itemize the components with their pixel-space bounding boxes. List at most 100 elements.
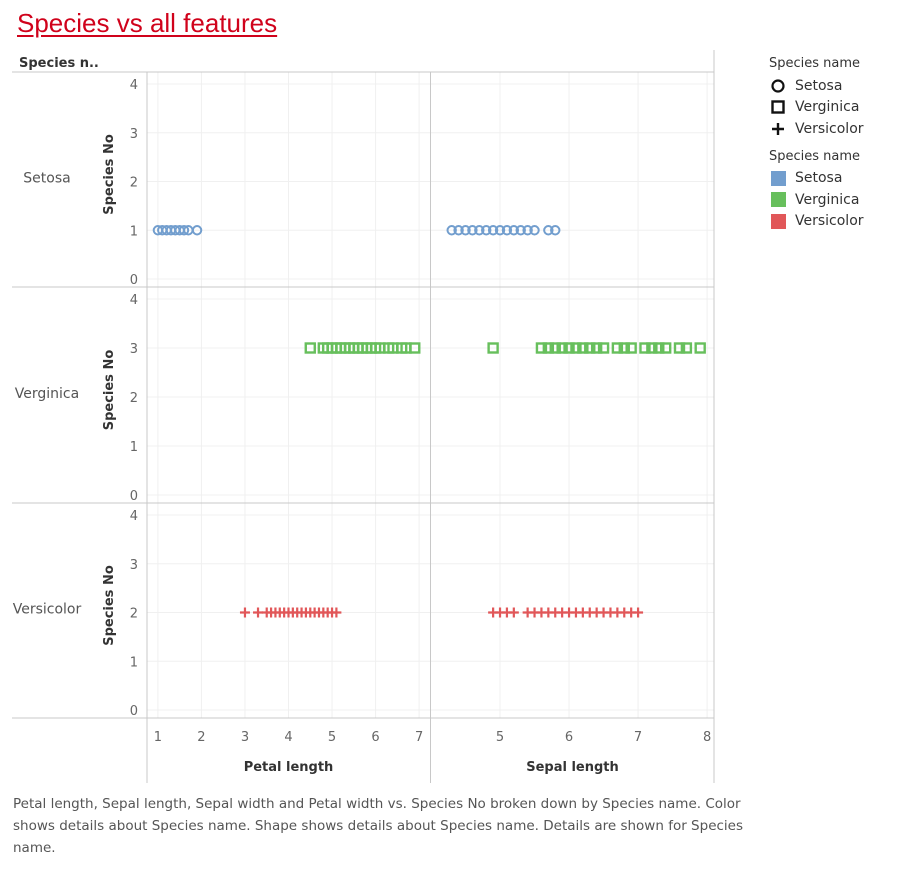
- point-verginica[interactable]: [639, 342, 651, 354]
- x-tick-label: 6: [565, 730, 573, 745]
- square-icon: [769, 99, 787, 115]
- y-tick-label: 2: [130, 607, 138, 622]
- row-label-setosa[interactable]: Setosa: [23, 171, 70, 187]
- color-legend-label: Setosa: [795, 170, 843, 187]
- point-setosa[interactable]: [446, 225, 457, 236]
- x-tick-label: 7: [634, 730, 642, 745]
- label-layer: Setosa Species No 0 1 2 3 4 Verginica Species No…: [13, 78, 712, 775]
- x-tick-label: 3: [241, 730, 249, 745]
- point-verginica[interactable]: [646, 342, 658, 354]
- shape-legend[interactable]: Species name Setosa Verginica Versicolor: [769, 56, 864, 140]
- point-verginica[interactable]: [625, 342, 637, 354]
- point-setosa[interactable]: [550, 225, 561, 236]
- shape-legend-label: Setosa: [795, 77, 843, 94]
- shape-legend-item-verginica[interactable]: Verginica: [769, 97, 864, 119]
- chart-title: Species vs all features: [17, 8, 278, 38]
- point-verginica[interactable]: [542, 342, 555, 354]
- scatter-matrix[interactable]: Setosa Species No 0 1 2 3 4 Verginica Species No…: [0, 0, 910, 790]
- legends: Species name Setosa Verginica Versicolor…: [769, 56, 864, 232]
- row-label-versicolor[interactable]: Versicolor: [13, 602, 82, 618]
- point-verginica[interactable]: [680, 342, 693, 354]
- point-setosa[interactable]: [178, 225, 190, 236]
- point-versicolor[interactable]: [253, 607, 264, 618]
- x-tick-label: 5: [496, 730, 504, 745]
- color-legend-item-verginica[interactable]: Verginica: [769, 189, 864, 211]
- y-tick-label: 3: [130, 342, 138, 357]
- point-verginica[interactable]: [535, 342, 548, 354]
- y-tick-label: 4: [130, 293, 138, 308]
- point-verginica[interactable]: [590, 342, 603, 354]
- y-tick-label: 4: [130, 509, 138, 524]
- point-verginica[interactable]: [409, 342, 421, 354]
- y-tick-label: 3: [130, 558, 138, 573]
- y-tick-label: 2: [130, 176, 138, 191]
- x-tick-label: 5: [328, 730, 336, 745]
- y-tick-label: 0: [130, 704, 138, 719]
- point-verginica[interactable]: [304, 342, 316, 354]
- shape-legend-label: Verginica: [795, 99, 860, 116]
- row-label-verginica[interactable]: Verginica: [15, 386, 79, 402]
- point-setosa[interactable]: [474, 225, 485, 236]
- color-legend-item-setosa[interactable]: Setosa: [769, 168, 864, 190]
- color-swatch: [770, 192, 786, 208]
- color-swatch: [770, 170, 786, 186]
- x-axis-title: Petal length: [244, 760, 334, 775]
- y-tick-label: 3: [130, 127, 138, 142]
- circle-icon: [769, 78, 787, 94]
- x-tick-label: 4: [284, 730, 292, 745]
- color-swatch: [770, 213, 786, 229]
- point-verginica[interactable]: [694, 342, 706, 354]
- point-verginica[interactable]: [584, 342, 596, 354]
- point-setosa[interactable]: [453, 225, 464, 236]
- point-verginica[interactable]: [659, 342, 672, 354]
- point-setosa[interactable]: [494, 225, 506, 236]
- y-axis-title: Species No: [102, 350, 117, 431]
- point-verginica[interactable]: [556, 342, 568, 354]
- point-setosa[interactable]: [460, 225, 471, 236]
- point-setosa[interactable]: [522, 225, 533, 236]
- color-legend-label: Versicolor: [795, 213, 864, 230]
- point-verginica[interactable]: [563, 342, 575, 354]
- point-setosa[interactable]: [515, 225, 526, 236]
- y-tick-label: 0: [130, 273, 138, 288]
- y-tick-label: 1: [130, 655, 138, 670]
- y-tick-label: 1: [130, 440, 138, 455]
- y-tick-label: 1: [130, 224, 138, 239]
- point-setosa[interactable]: [543, 225, 554, 236]
- color-legend-item-versicolor[interactable]: Versicolor: [769, 211, 864, 233]
- x-tick-label: 8: [703, 730, 711, 745]
- x-tick-label: 7: [415, 730, 423, 745]
- color-legend-label: Verginica: [795, 191, 860, 208]
- point-verginica[interactable]: [487, 342, 499, 354]
- point-verginica[interactable]: [611, 342, 624, 354]
- point-versicolor[interactable]: [633, 607, 644, 618]
- y-tick-label: 2: [130, 391, 138, 406]
- point-verginica[interactable]: [570, 342, 582, 354]
- point-verginica[interactable]: [597, 342, 610, 354]
- point-versicolor[interactable]: [508, 607, 519, 618]
- point-versicolor[interactable]: [239, 607, 250, 618]
- shape-legend-item-versicolor[interactable]: Versicolor: [769, 118, 864, 140]
- point-verginica[interactable]: [673, 342, 686, 354]
- plus-icon: [769, 121, 787, 137]
- point-setosa[interactable]: [467, 225, 478, 236]
- point-verginica[interactable]: [577, 342, 589, 354]
- point-versicolor[interactable]: [331, 607, 342, 618]
- shape-legend-title: Species name: [769, 56, 861, 71]
- point-verginica[interactable]: [653, 342, 665, 354]
- point-setosa[interactable]: [487, 225, 499, 236]
- color-legend[interactable]: Species name Setosa Verginica Versicolor: [769, 149, 864, 233]
- point-setosa[interactable]: [481, 225, 492, 236]
- point-verginica[interactable]: [549, 342, 561, 354]
- row-dimension-header[interactable]: Species n..: [19, 56, 99, 71]
- point-setosa[interactable]: [508, 225, 520, 236]
- x-tick-label: 1: [154, 730, 162, 745]
- point-setosa[interactable]: [501, 225, 513, 236]
- shape-legend-item-setosa[interactable]: Setosa: [769, 75, 864, 97]
- point-setosa[interactable]: [191, 225, 203, 236]
- mark-layer[interactable]: [152, 225, 706, 618]
- point-verginica[interactable]: [618, 342, 630, 354]
- chart-caption: Petal length, Sepal length, Sepal width …: [13, 796, 744, 856]
- point-setosa[interactable]: [529, 225, 540, 236]
- frame-layer: [12, 50, 715, 783]
